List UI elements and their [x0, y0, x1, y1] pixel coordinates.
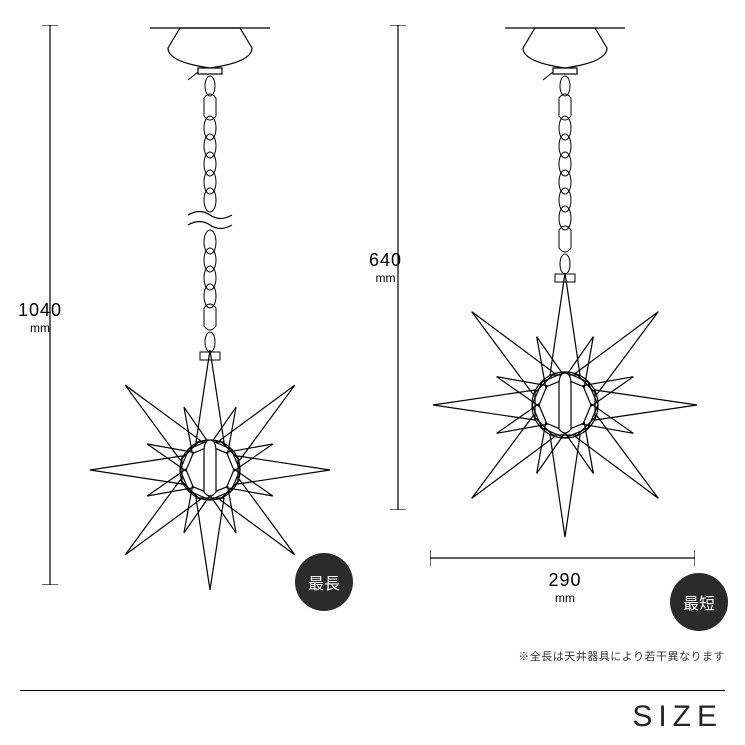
badge-longest: 最長: [295, 553, 353, 611]
dim-value: 640: [369, 250, 402, 271]
lamp-left: [80, 20, 340, 600]
dim-unit: mm: [540, 591, 590, 605]
badge-label: 最短: [683, 590, 715, 614]
dim-value: 290: [540, 570, 590, 591]
dim-right-height: 640 mm: [369, 250, 402, 285]
diagram-container: 1040 mm 最長: [0, 0, 745, 745]
divider: [20, 690, 725, 691]
footnote: ※全長は天井器具により若干異なります: [518, 648, 725, 664]
dim-left-height: 1040 mm: [18, 300, 62, 335]
dim-line-right-horizontal: [430, 548, 695, 568]
lamp-right: [420, 20, 710, 550]
badge-shortest: 最短: [670, 573, 728, 631]
badge-label: 最長: [308, 570, 340, 594]
dim-value: 1040: [18, 300, 62, 321]
dim-right-width: 290 mm: [540, 570, 590, 605]
dim-unit: mm: [18, 321, 62, 335]
title: SIZE: [632, 700, 723, 734]
dim-unit: mm: [369, 271, 402, 285]
